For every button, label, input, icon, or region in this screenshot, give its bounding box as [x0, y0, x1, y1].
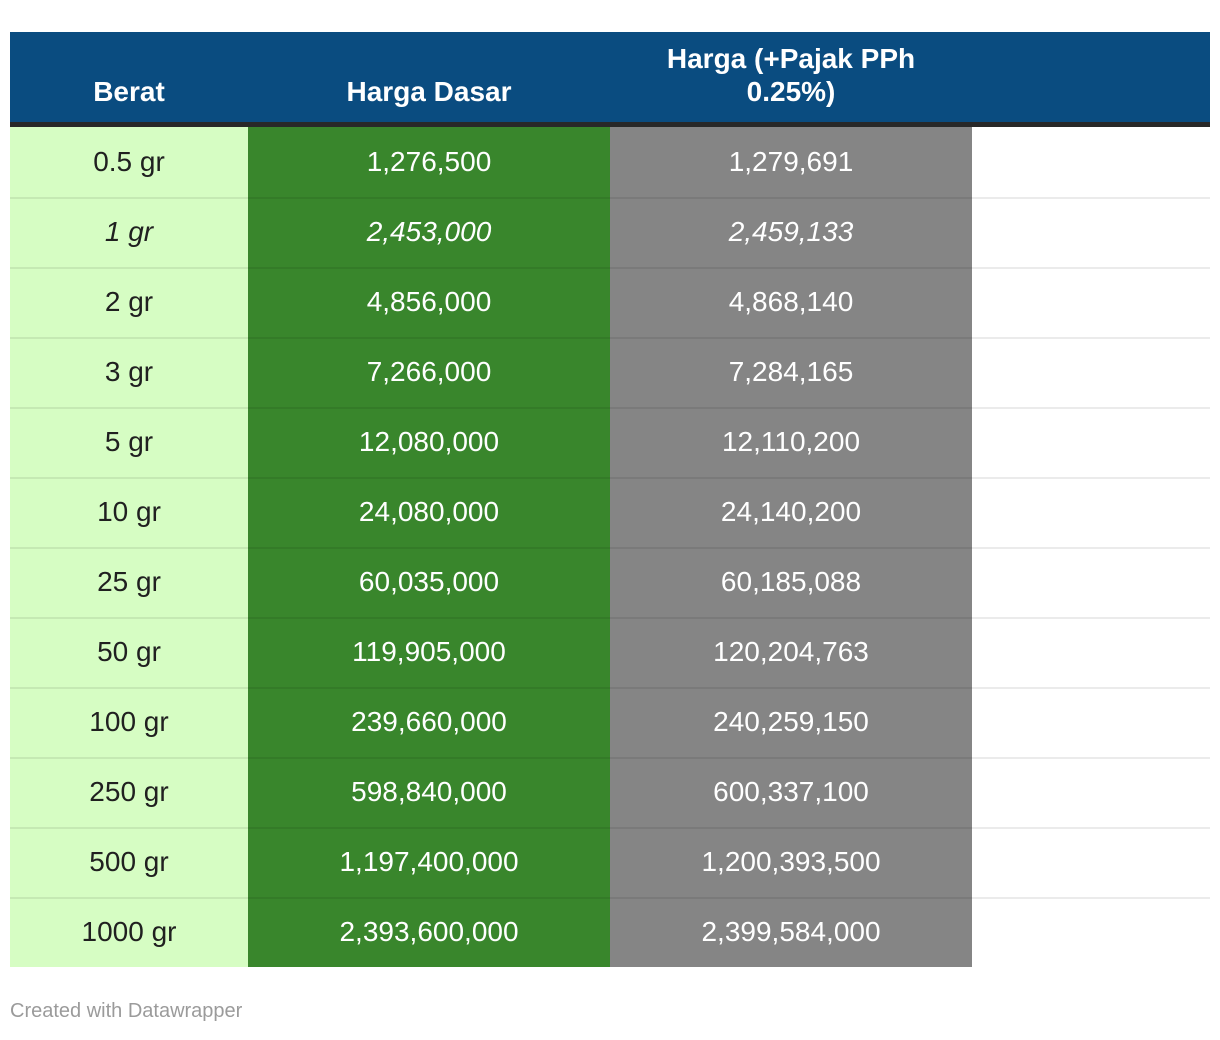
cell-harga-dasar: 2,453,000 — [248, 197, 610, 267]
cell-harga-pajak: 4,868,140 — [610, 267, 972, 337]
cell-harga-pajak: 240,259,150 — [610, 687, 972, 757]
cell-harga-dasar: 119,905,000 — [248, 617, 610, 687]
cell-harga-pajak: 24,140,200 — [610, 477, 972, 547]
cell-berat: 10 gr — [10, 477, 248, 547]
attribution: Created with Datawrapper — [10, 1000, 242, 1023]
cell-harga-pajak: 60,185,088 — [610, 547, 972, 617]
cell-berat: 3 gr — [10, 337, 248, 407]
table-row: 1000 gr 2,393,600,000 2,399,584,000 — [10, 897, 1210, 967]
cell-empty — [972, 687, 1210, 757]
cell-berat: 250 gr — [10, 757, 248, 827]
table-header-row: Berat Harga Dasar Harga (+Pajak PPh 0.25… — [10, 32, 1210, 127]
cell-empty — [972, 267, 1210, 337]
table-row: 2 gr 4,856,000 4,868,140 — [10, 267, 1210, 337]
column-header-berat: Berat — [93, 75, 165, 107]
cell-harga-pajak: 12,110,200 — [610, 407, 972, 477]
cell-berat: 0.5 gr — [10, 127, 248, 197]
table-body: 0.5 gr 1,276,500 1,279,691 1 gr 2,453,000 2,4… — [10, 127, 1210, 967]
cell-harga-pajak: 2,459,133 — [610, 197, 972, 267]
cell-empty — [972, 337, 1210, 407]
cell-empty — [972, 757, 1210, 827]
cell-empty — [972, 617, 1210, 687]
table-row: 25 gr 60,035,000 60,185,088 — [10, 547, 1210, 617]
cell-harga-pajak: 600,337,100 — [610, 757, 972, 827]
cell-berat: 5 gr — [10, 407, 248, 477]
cell-empty — [972, 127, 1210, 197]
cell-empty — [972, 407, 1210, 477]
cell-harga-pajak: 1,279,691 — [610, 127, 972, 197]
column-header-harga-pajak: Harga (+Pajak PPh 0.25%) — [666, 43, 916, 107]
cell-harga-pajak: 1,200,393,500 — [610, 827, 972, 897]
cell-berat: 100 gr — [10, 687, 248, 757]
cell-harga-dasar: 2,393,600,000 — [248, 897, 610, 967]
table-row: 3 gr 7,266,000 7,284,165 — [10, 337, 1210, 407]
cell-harga-dasar: 4,856,000 — [248, 267, 610, 337]
cell-harga-dasar: 239,660,000 — [248, 687, 610, 757]
cell-berat: 1000 gr — [10, 897, 248, 967]
cell-harga-dasar: 24,080,000 — [248, 477, 610, 547]
table-row: 5 gr 12,080,000 12,110,200 — [10, 407, 1210, 477]
cell-empty — [972, 827, 1210, 897]
cell-empty — [972, 897, 1210, 967]
table-row: 0.5 gr 1,276,500 1,279,691 — [10, 127, 1210, 197]
cell-empty — [972, 197, 1210, 267]
cell-harga-dasar: 60,035,000 — [248, 547, 610, 617]
table-row: 100 gr 239,660,000 240,259,150 — [10, 687, 1210, 757]
table-row: 10 gr 24,080,000 24,140,200 — [10, 477, 1210, 547]
cell-harga-dasar: 12,080,000 — [248, 407, 610, 477]
cell-berat: 50 gr — [10, 617, 248, 687]
cell-berat: 2 gr — [10, 267, 248, 337]
cell-berat: 1 gr — [10, 197, 248, 267]
cell-harga-dasar: 7,266,000 — [248, 337, 610, 407]
column-header-harga-dasar: Harga Dasar — [346, 75, 512, 107]
table-row: 50 gr 119,905,000 120,204,763 — [10, 617, 1210, 687]
cell-harga-dasar: 598,840,000 — [248, 757, 610, 827]
cell-harga-dasar: 1,197,400,000 — [248, 827, 610, 897]
gold-price-table: Berat Harga Dasar Harga (+Pajak PPh 0.25… — [10, 32, 1210, 967]
table-row: 250 gr 598,840,000 600,337,100 — [10, 757, 1210, 827]
cell-harga-pajak: 7,284,165 — [610, 337, 972, 407]
cell-harga-pajak: 2,399,584,000 — [610, 897, 972, 967]
table-row: 500 gr 1,197,400,000 1,200,393,500 — [10, 827, 1210, 897]
column-header-empty — [972, 108, 1210, 122]
cell-harga-pajak: 120,204,763 — [610, 617, 972, 687]
cell-empty — [972, 547, 1210, 617]
table-row: 1 gr 2,453,000 2,459,133 — [10, 197, 1210, 267]
datawrapper-attribution-link[interactable]: Created with Datawrapper — [10, 1000, 243, 1022]
cell-empty — [972, 477, 1210, 547]
cell-berat: 500 gr — [10, 827, 248, 897]
cell-harga-dasar: 1,276,500 — [248, 127, 610, 197]
cell-berat: 25 gr — [10, 547, 248, 617]
